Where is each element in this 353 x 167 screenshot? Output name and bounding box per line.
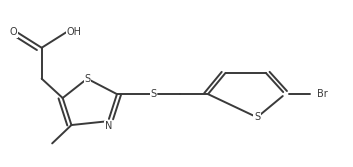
Text: S: S — [254, 112, 260, 122]
Text: Br: Br — [317, 89, 327, 99]
Text: O: O — [10, 27, 17, 37]
Text: OH: OH — [66, 27, 81, 37]
Text: N: N — [104, 121, 112, 131]
Text: S: S — [84, 74, 90, 84]
Text: S: S — [151, 89, 157, 99]
